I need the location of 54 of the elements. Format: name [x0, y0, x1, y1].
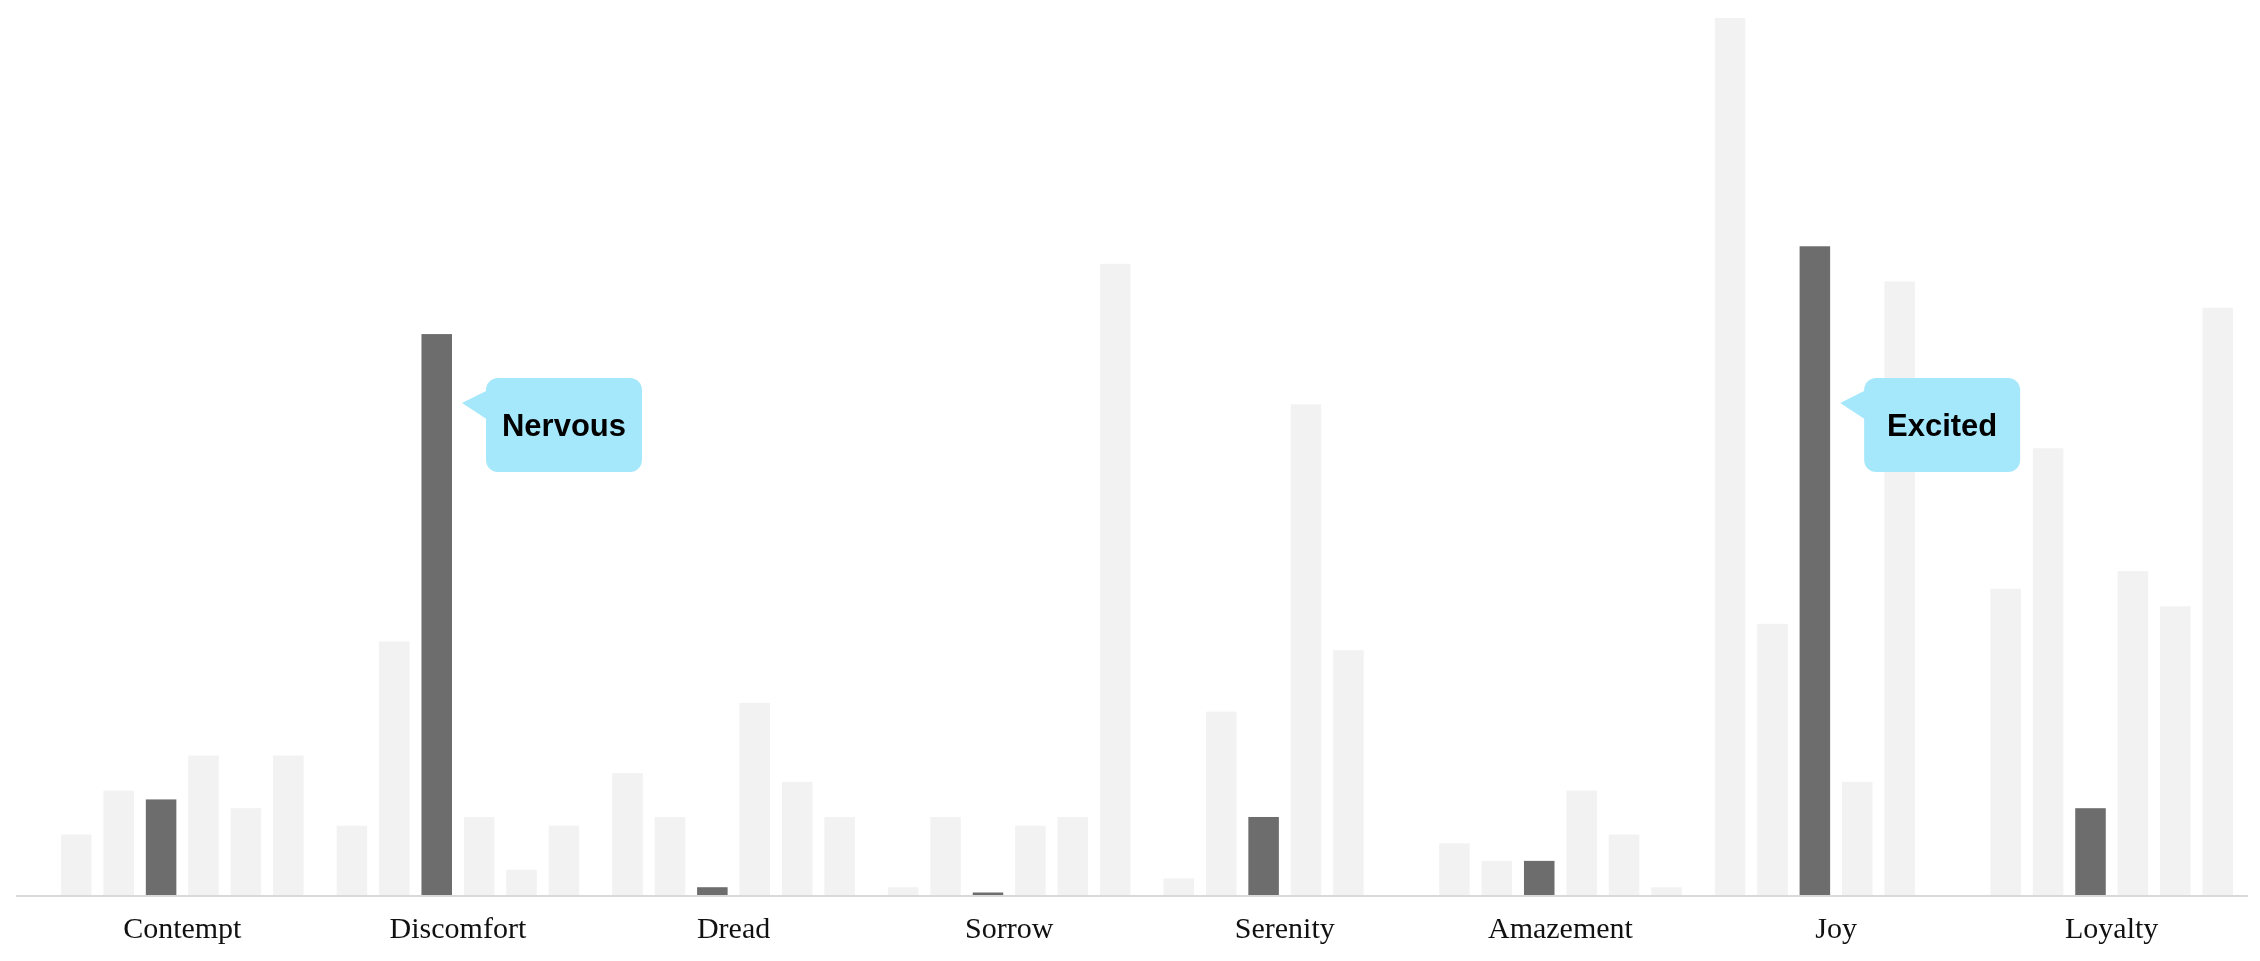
bar	[1566, 790, 1597, 896]
annotation: Nervous	[501, 408, 627, 443]
bar	[2032, 448, 2064, 896]
bar	[506, 869, 537, 896]
x-tick-label: Sorrow	[965, 911, 1054, 944]
bar	[1651, 887, 1682, 896]
bar	[1333, 650, 1364, 896]
bar	[1608, 834, 1640, 896]
bar	[1842, 781, 1873, 896]
x-tick-label: Loyalty	[2065, 911, 2159, 944]
bar	[145, 799, 177, 896]
bar	[379, 641, 410, 896]
bar	[1205, 711, 1237, 896]
x-tick-label: Discomfort	[389, 911, 527, 944]
bar	[612, 773, 643, 896]
bar	[739, 702, 771, 896]
annotation: Excited	[1886, 408, 1998, 443]
bar	[1248, 816, 1279, 896]
bar	[1057, 816, 1089, 896]
bar	[1015, 825, 1046, 896]
bar	[930, 816, 961, 896]
bar	[824, 816, 855, 896]
bar	[1163, 878, 1195, 896]
bar	[336, 825, 368, 896]
x-tick-label: Joy	[1815, 911, 1857, 944]
bar	[2117, 571, 2149, 896]
bar	[1439, 843, 1470, 896]
bar	[1099, 263, 1131, 896]
x-tick-label: Dread	[696, 911, 771, 944]
bar	[654, 816, 686, 896]
bar	[61, 834, 92, 896]
bar	[1523, 860, 1555, 896]
bar	[697, 887, 728, 896]
x-tick-label: Amazement	[1487, 911, 1634, 944]
bar	[2160, 606, 2191, 896]
bar	[1799, 246, 1831, 896]
bar	[781, 781, 813, 896]
bar	[103, 790, 134, 896]
x-tick-label: Contempt	[123, 911, 243, 944]
bar	[1990, 588, 2021, 896]
bar	[1290, 404, 1322, 896]
x-tick-label: Serenity	[1234, 911, 1335, 944]
bar	[1757, 623, 1788, 896]
bar	[2075, 808, 2106, 896]
bar	[463, 816, 495, 896]
bar	[273, 755, 304, 896]
bar	[2202, 307, 2233, 896]
bar	[421, 334, 452, 896]
bar	[188, 755, 219, 896]
bar	[548, 825, 580, 896]
bar	[230, 808, 262, 896]
bar	[1481, 860, 1513, 896]
bar	[1714, 18, 1746, 896]
bar	[887, 887, 919, 896]
